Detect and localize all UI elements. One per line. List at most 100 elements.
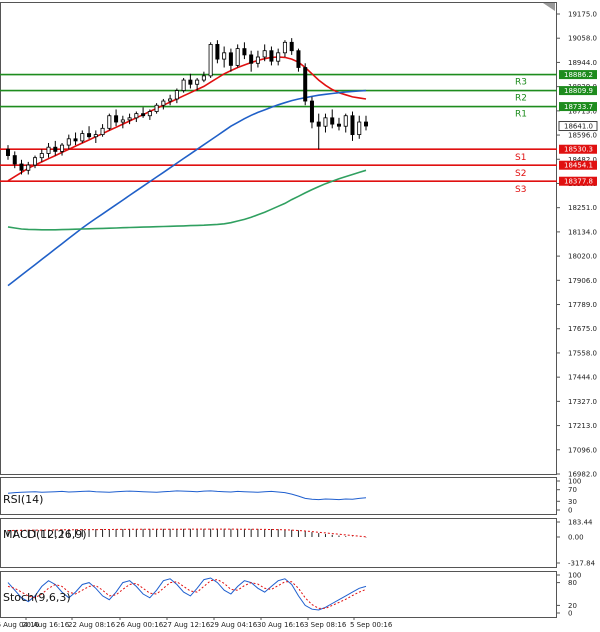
price-tick-label: 17906.0 xyxy=(568,277,597,285)
moving-average-line-3 xyxy=(7,169,367,231)
candle-body xyxy=(323,117,328,127)
candle-body xyxy=(100,127,105,136)
level-tag-s2 xyxy=(559,160,597,170)
time-tick-label: 29 Aug 04:16 xyxy=(210,621,258,629)
price-tick-label: 18251.0 xyxy=(568,204,597,212)
candle-body xyxy=(303,67,308,102)
indicator-tick-label: 100 xyxy=(568,572,581,580)
candle-body xyxy=(276,52,281,62)
time-tick-label: 3 Sep 08:16 xyxy=(304,621,347,629)
price-tick-label: 18482.0 xyxy=(568,156,597,164)
rsi-panel-frame xyxy=(0,477,557,515)
indicator-tick-label: 0 xyxy=(568,610,572,618)
price-tick-label: 18596.0 xyxy=(568,132,597,140)
candle-body xyxy=(309,100,314,123)
candle-body xyxy=(73,138,78,142)
candle-body xyxy=(161,100,166,106)
candle-body xyxy=(357,121,362,136)
price-tick-label: 19058.0 xyxy=(568,35,597,43)
candle-body xyxy=(80,133,85,142)
level-tags: 18886.2 18809.9 18733.7 18530.3 18454.1 18377… xyxy=(558,70,598,186)
candle-body xyxy=(60,144,65,152)
price-tick-label: 18713.0 xyxy=(568,107,597,115)
level-label-s3: S3 xyxy=(515,185,526,195)
level-label-s1: S1 xyxy=(515,153,526,163)
price-tick-label: 18134.0 xyxy=(568,228,597,236)
candle-body xyxy=(12,155,17,165)
time-tick-label: 27 Aug 12:16 xyxy=(163,621,211,629)
price-tick-label: 17327.0 xyxy=(568,398,597,406)
level-tag-s1 xyxy=(559,144,597,154)
level-label-r2: R2 xyxy=(515,94,527,104)
candle-body xyxy=(33,157,38,166)
indicator-tick-label: 30 xyxy=(568,498,577,506)
candle-body xyxy=(249,54,254,64)
candle-body xyxy=(120,119,125,123)
stoch-panel-frame xyxy=(0,571,557,618)
time-tick-label: 16 Aug 04:16 xyxy=(0,621,40,629)
level-tag-text-r1: 18733.7 xyxy=(564,103,593,111)
level-tag-text-s1: 18530.3 xyxy=(564,146,593,154)
candle-body xyxy=(350,115,355,136)
candle-body xyxy=(107,115,112,129)
level-tag-r2 xyxy=(559,86,597,96)
level-label-r1: R1 xyxy=(515,110,527,120)
indicator-tick-label: 0 xyxy=(568,507,572,515)
indicator-tick-label: 100 xyxy=(568,478,581,486)
indicator-tick-label: 80 xyxy=(568,579,577,587)
candle-body xyxy=(255,56,260,64)
candle-body xyxy=(316,121,321,127)
candle-body xyxy=(289,41,294,52)
level-label-r3: R3 xyxy=(515,78,527,88)
indicator-tick-label: 70 xyxy=(568,486,577,494)
price-tick-label: 17558.0 xyxy=(568,349,597,357)
level-tag-r1 xyxy=(559,102,597,112)
macd-title: MACD(12,26,9) xyxy=(3,528,87,541)
price-tick-label: 17444.0 xyxy=(568,374,597,382)
candle-body xyxy=(336,123,341,127)
level-label-s2: S2 xyxy=(515,169,526,179)
candle-body xyxy=(269,50,274,62)
level-tag-text-s2: 18454.1 xyxy=(564,162,593,170)
time-tick-label: 22 Aug 08:16 xyxy=(68,621,116,629)
candle-body xyxy=(26,164,31,171)
main-panel-frame xyxy=(0,2,557,475)
candle-body xyxy=(343,115,348,127)
candle-body xyxy=(242,48,247,56)
price-tick-label: 17675.0 xyxy=(568,325,597,333)
candle-body xyxy=(46,146,51,154)
current-price-label: 18641.0 xyxy=(564,123,593,131)
level-tag-r3 xyxy=(559,70,597,80)
indicator-tick-label: 183.44 xyxy=(568,519,593,527)
current-price-tag xyxy=(558,121,598,132)
candle-body xyxy=(208,44,213,77)
time-tick-label: 5 Sep 00:16 xyxy=(350,621,393,629)
candle-body xyxy=(174,90,179,100)
candle-body xyxy=(201,75,206,81)
candle-body xyxy=(330,117,335,125)
time-tick-label: 30 Aug 16:16 xyxy=(257,621,305,629)
level-tag-text-s3: 18377.8 xyxy=(564,178,593,186)
indicator-tick-label: 20 xyxy=(568,602,577,610)
candle-body xyxy=(262,50,267,58)
macd-panel-frame xyxy=(0,518,557,568)
candle-body xyxy=(363,121,368,127)
candle-body xyxy=(53,146,58,152)
rsi-title: RSI(14) xyxy=(3,493,43,506)
candle-body xyxy=(134,113,139,119)
candle-body xyxy=(282,41,287,54)
price-tick-label: 17213.0 xyxy=(568,422,597,430)
stoch-d-line xyxy=(7,579,367,609)
macd-panel: 183.44 0.00 -317.84 MACD(12,26,9) xyxy=(3,519,596,568)
candle-body xyxy=(93,134,98,138)
panel-frames xyxy=(0,2,557,618)
candle-body xyxy=(39,153,44,159)
candle-body xyxy=(114,115,119,123)
price-tick-label: 18020.0 xyxy=(568,253,597,261)
price-tick-label: 17789.0 xyxy=(568,301,597,309)
triangle-icon xyxy=(543,3,555,11)
stoch-title: Stoch(9,6,3) xyxy=(3,591,71,604)
